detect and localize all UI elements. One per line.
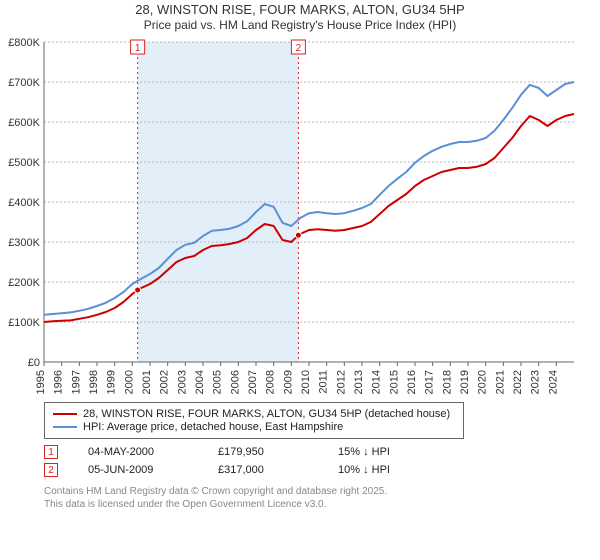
svg-text:2000: 2000	[123, 370, 135, 394]
svg-text:£0: £0	[28, 357, 40, 369]
marker-row: 2 05-JUN-2009£317,00010% ↓ HPI	[44, 463, 596, 477]
svg-text:1998: 1998	[88, 370, 100, 394]
svg-text:2016: 2016	[406, 370, 418, 394]
marker-date: 05-JUN-2009	[88, 464, 218, 476]
svg-text:2006: 2006	[229, 370, 241, 394]
svg-text:2012: 2012	[335, 370, 347, 394]
chart-title-main: 28, WINSTON RISE, FOUR MARKS, ALTON, GU3…	[4, 2, 596, 17]
svg-text:2024: 2024	[547, 370, 559, 394]
legend-row: 28, WINSTON RISE, FOUR MARKS, ALTON, GU3…	[53, 408, 455, 420]
svg-text:1999: 1999	[106, 370, 118, 394]
chart-container: 28, WINSTON RISE, FOUR MARKS, ALTON, GU3…	[0, 0, 600, 515]
svg-text:£800K: £800K	[8, 37, 40, 49]
svg-text:2020: 2020	[477, 370, 489, 394]
svg-text:1996: 1996	[53, 370, 65, 394]
marker-table: 1 04-MAY-2000£179,95015% ↓ HPI 2 05-JUN-200…	[44, 445, 596, 477]
legend-label: HPI: Average price, detached house, East…	[83, 421, 343, 433]
svg-text:2004: 2004	[194, 370, 206, 394]
svg-text:£300K: £300K	[8, 237, 40, 249]
svg-text:2002: 2002	[159, 370, 171, 394]
svg-text:£700K: £700K	[8, 77, 40, 89]
svg-text:£100K: £100K	[8, 317, 40, 329]
legend-swatch	[53, 413, 77, 415]
svg-text:1: 1	[135, 43, 141, 54]
marker-price: £179,950	[218, 446, 338, 458]
svg-text:2021: 2021	[494, 370, 506, 394]
legend-swatch	[53, 426, 77, 428]
svg-text:2010: 2010	[300, 370, 312, 394]
legend-row: HPI: Average price, detached house, East…	[53, 421, 455, 433]
svg-text:2019: 2019	[459, 370, 471, 394]
marker-date: 04-MAY-2000	[88, 446, 218, 458]
license-line2: This data is licensed under the Open Gov…	[44, 498, 596, 511]
svg-text:2008: 2008	[265, 370, 277, 394]
svg-text:2001: 2001	[141, 370, 153, 394]
svg-text:1995: 1995	[35, 370, 47, 394]
svg-text:1997: 1997	[70, 370, 82, 394]
svg-text:2009: 2009	[282, 370, 294, 394]
svg-text:£500K: £500K	[8, 157, 40, 169]
marker-delta: 15% ↓ HPI	[338, 446, 448, 458]
svg-text:2023: 2023	[530, 370, 542, 394]
svg-text:2: 2	[296, 43, 302, 54]
svg-text:2017: 2017	[424, 370, 436, 394]
marker-row: 1 04-MAY-2000£179,95015% ↓ HPI	[44, 445, 596, 459]
license-text: Contains HM Land Registry data © Crown c…	[44, 485, 596, 511]
license-line1: Contains HM Land Registry data © Crown c…	[44, 485, 596, 498]
price-chart: £0 £100K £200K £300K £400K £500K £600K £700K £80…	[4, 36, 584, 396]
svg-text:£400K: £400K	[8, 197, 40, 209]
svg-text:£600K: £600K	[8, 117, 40, 129]
svg-text:2018: 2018	[441, 370, 453, 394]
svg-text:2007: 2007	[247, 370, 259, 394]
svg-text:2003: 2003	[176, 370, 188, 394]
marker-badge: 1	[44, 445, 58, 459]
chart-title-sub: Price paid vs. HM Land Registry's House …	[4, 18, 596, 32]
legend: 28, WINSTON RISE, FOUR MARKS, ALTON, GU3…	[44, 402, 464, 439]
marker-badge: 2	[44, 463, 58, 477]
svg-text:2011: 2011	[318, 370, 330, 394]
svg-text:2013: 2013	[353, 370, 365, 394]
title-block: 28, WINSTON RISE, FOUR MARKS, ALTON, GU3…	[4, 2, 596, 32]
legend-label: 28, WINSTON RISE, FOUR MARKS, ALTON, GU3…	[83, 408, 450, 420]
marker-delta: 10% ↓ HPI	[338, 464, 448, 476]
svg-text:£200K: £200K	[8, 277, 40, 289]
svg-text:2014: 2014	[371, 370, 383, 394]
svg-text:2015: 2015	[388, 370, 400, 394]
marker-price: £317,000	[218, 464, 338, 476]
svg-text:2005: 2005	[212, 370, 224, 394]
svg-text:2022: 2022	[512, 370, 524, 394]
